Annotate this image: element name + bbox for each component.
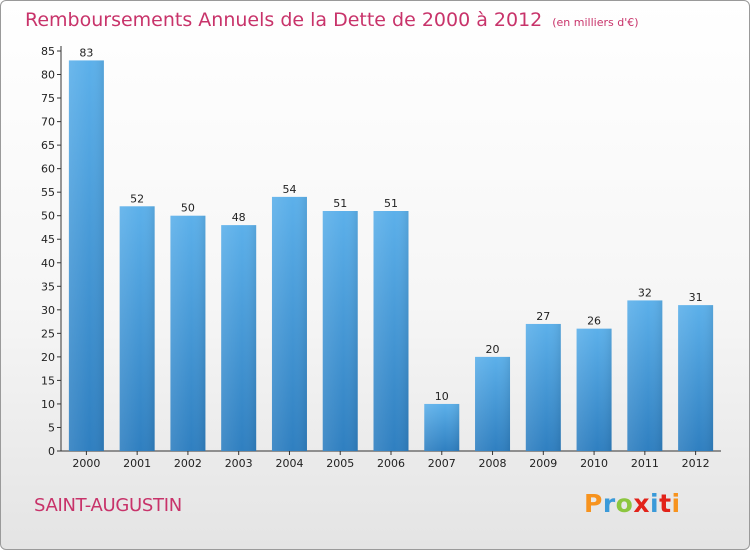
data-label: 51 [384,197,398,210]
y-tick-label: 60 [41,163,55,176]
data-label: 83 [79,46,93,59]
bar-shade [627,300,663,451]
y-tick-label: 35 [41,280,55,293]
bar-shade [119,206,155,451]
y-tick-label: 15 [41,374,55,387]
x-tick-label: 2001 [123,457,151,470]
x-tick-label: 2007 [428,457,456,470]
bar-shade [322,211,358,451]
y-tick-label: 10 [41,398,55,411]
y-tick-label: 80 [41,69,55,82]
y-tick-label: 55 [41,186,55,199]
bar-shade [68,60,104,451]
y-tick-label: 45 [41,233,55,246]
logo-letter: i [671,489,681,518]
bar-shade [221,225,257,451]
data-label: 50 [181,202,195,215]
data-label: 31 [689,291,703,304]
y-tick-label: 30 [41,304,55,317]
x-tick-label: 2005 [326,457,354,470]
bar-shade [475,356,511,451]
y-tick-label: 40 [41,257,55,270]
data-label: 20 [486,343,500,356]
logo-letter: P [584,489,603,518]
logo-letter: x [633,489,650,518]
bar-shade [678,305,714,451]
bar-shade [424,403,460,451]
chart-title: Remboursements Annuels de la Dette de 20… [25,9,639,31]
bar-shade [373,211,409,451]
y-tick-label: 65 [41,139,55,152]
x-tick-label: 2011 [631,457,659,470]
logo-letter: i [650,489,660,518]
y-tick-label: 85 [41,45,55,58]
data-label: 54 [282,183,296,196]
x-tick-label: 2009 [529,457,557,470]
y-tick-label: 20 [41,351,55,364]
x-tick-label: 2010 [580,457,608,470]
y-tick-label: 70 [41,116,55,129]
x-tick-label: 2006 [377,457,405,470]
x-tick-label: 2003 [225,457,253,470]
x-tick-label: 2008 [479,457,507,470]
data-label: 10 [435,390,449,403]
town-name: SAINT-AUGUSTIN [34,495,182,516]
data-label: 27 [536,310,550,323]
x-tick-label: 2004 [275,457,303,470]
y-tick-label: 25 [41,327,55,340]
data-label: 52 [130,192,144,205]
data-label: 26 [587,315,601,328]
bar-shade [576,328,612,451]
logo-letter: r [602,489,616,518]
bar-shade [170,215,206,451]
y-tick-label: 75 [41,92,55,105]
proxiti-logo: Proxiti [584,489,681,518]
chart-title-text: Remboursements Annuels de la Dette de 20… [25,9,543,31]
data-label: 32 [638,286,652,299]
logo-letter: t [659,489,672,518]
y-tick-label: 50 [41,210,55,223]
x-tick-label: 2000 [72,457,100,470]
data-label: 51 [333,197,347,210]
y-tick-label: 5 [48,421,55,434]
logo-letter: o [615,489,634,518]
chart-unit: (en milliers d'€) [552,16,639,29]
y-tick-label: 0 [48,445,55,458]
x-tick-label: 2012 [682,457,710,470]
bar-shade [271,196,307,451]
x-tick-label: 2002 [174,457,202,470]
bar-shade [525,323,561,451]
data-label: 48 [232,211,246,224]
